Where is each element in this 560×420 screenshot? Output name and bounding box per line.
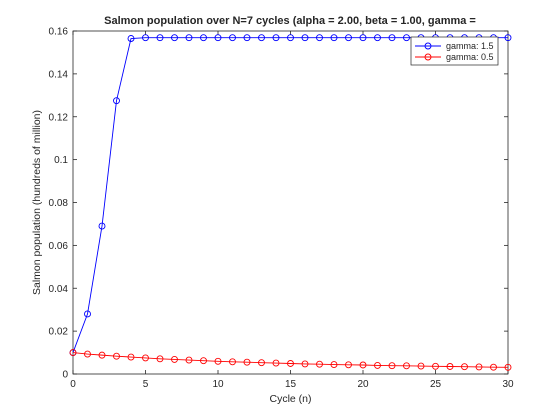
data-point bbox=[98, 351, 106, 359]
y-tick-label: 0.16 bbox=[49, 27, 69, 38]
y-tick-label: 0.12 bbox=[49, 112, 69, 123]
data-point bbox=[185, 34, 193, 42]
y-tick-label: 0.06 bbox=[49, 241, 69, 252]
data-point bbox=[84, 350, 91, 358]
data-point bbox=[403, 34, 410, 42]
data-point bbox=[214, 34, 222, 42]
data-point bbox=[388, 362, 396, 370]
y-tick-label: 0.1 bbox=[54, 155, 68, 166]
data-point bbox=[403, 362, 410, 370]
data-point bbox=[272, 359, 280, 367]
legend-marker bbox=[424, 42, 432, 50]
data-point bbox=[156, 34, 164, 42]
data-point bbox=[185, 356, 193, 364]
series-line bbox=[72, 352, 509, 368]
data-point bbox=[475, 363, 483, 371]
data-point bbox=[345, 34, 352, 42]
data-point bbox=[330, 34, 338, 42]
data-point bbox=[69, 349, 77, 357]
legend-box bbox=[410, 36, 499, 66]
y-tick-label: 0.04 bbox=[49, 284, 69, 295]
data-point bbox=[446, 363, 454, 370]
data-point bbox=[490, 363, 497, 371]
data-point bbox=[374, 361, 381, 369]
data-point bbox=[243, 358, 251, 366]
data-point bbox=[84, 310, 91, 318]
data-point bbox=[229, 358, 236, 366]
legend-marker bbox=[424, 53, 432, 61]
data-point bbox=[287, 360, 294, 367]
data-point bbox=[359, 361, 367, 369]
data-point bbox=[142, 34, 149, 42]
data-point bbox=[156, 355, 164, 363]
data-point bbox=[243, 34, 251, 42]
x-tick-label: 15 bbox=[285, 379, 297, 390]
legend-item: gamma: 0.5 bbox=[415, 52, 494, 62]
plot-area bbox=[72, 30, 509, 375]
y-axis-label: Salmon population (hundreds of million) bbox=[31, 110, 43, 295]
data-point bbox=[171, 34, 178, 42]
data-point bbox=[142, 354, 149, 362]
data-point bbox=[316, 34, 323, 42]
data-point bbox=[214, 357, 222, 365]
x-tick-label: 30 bbox=[502, 379, 514, 390]
data-point bbox=[316, 360, 323, 368]
data-point bbox=[388, 34, 396, 42]
data-point bbox=[287, 34, 294, 42]
data-point bbox=[229, 34, 236, 42]
data-point bbox=[127, 353, 135, 361]
data-point bbox=[301, 360, 309, 368]
data-point bbox=[200, 34, 207, 42]
axis-ticks: 0 5 10 15 20 25 30 0 0.02 0.04 0.06 0.08 0.1 0.12 0.14… bbox=[49, 27, 514, 391]
x-tick-label: 25 bbox=[430, 379, 442, 390]
data-point bbox=[113, 352, 120, 360]
x-tick-label: 10 bbox=[212, 379, 224, 390]
data-point bbox=[200, 357, 207, 365]
x-tick-label: 0 bbox=[70, 379, 76, 390]
y-tick-label: 0 bbox=[62, 370, 68, 381]
y-tick-label: 0.14 bbox=[49, 69, 69, 80]
x-tick-label: 5 bbox=[143, 379, 149, 390]
data-point bbox=[301, 34, 309, 42]
data-point bbox=[113, 97, 120, 105]
legend-label: gamma: 0.5 bbox=[446, 52, 494, 62]
data-point bbox=[461, 363, 468, 371]
chart-title: Salmon population over N=7 cycles (alpha… bbox=[104, 15, 476, 27]
data-point bbox=[374, 34, 381, 42]
data-point bbox=[127, 35, 135, 42]
data-point bbox=[330, 361, 338, 369]
data-point bbox=[504, 363, 512, 371]
data-point bbox=[432, 362, 439, 370]
x-tick-label: 20 bbox=[357, 379, 369, 390]
data-point bbox=[258, 34, 265, 42]
data-point bbox=[504, 34, 512, 42]
data-point bbox=[345, 361, 352, 369]
data-point bbox=[258, 359, 265, 367]
data-point bbox=[98, 222, 106, 230]
x-axis-label: Cycle (n) bbox=[269, 393, 311, 405]
y-tick-label: 0.02 bbox=[49, 327, 69, 338]
legend-label: gamma: 1.5 bbox=[446, 41, 494, 51]
y-tick-label: 0.08 bbox=[49, 198, 69, 209]
legend-item: gamma: 1.5 bbox=[415, 41, 494, 51]
data-point bbox=[272, 34, 280, 42]
data-point bbox=[171, 355, 178, 363]
data-point bbox=[417, 362, 425, 370]
data-point bbox=[359, 34, 367, 42]
series-1 bbox=[69, 349, 512, 371]
